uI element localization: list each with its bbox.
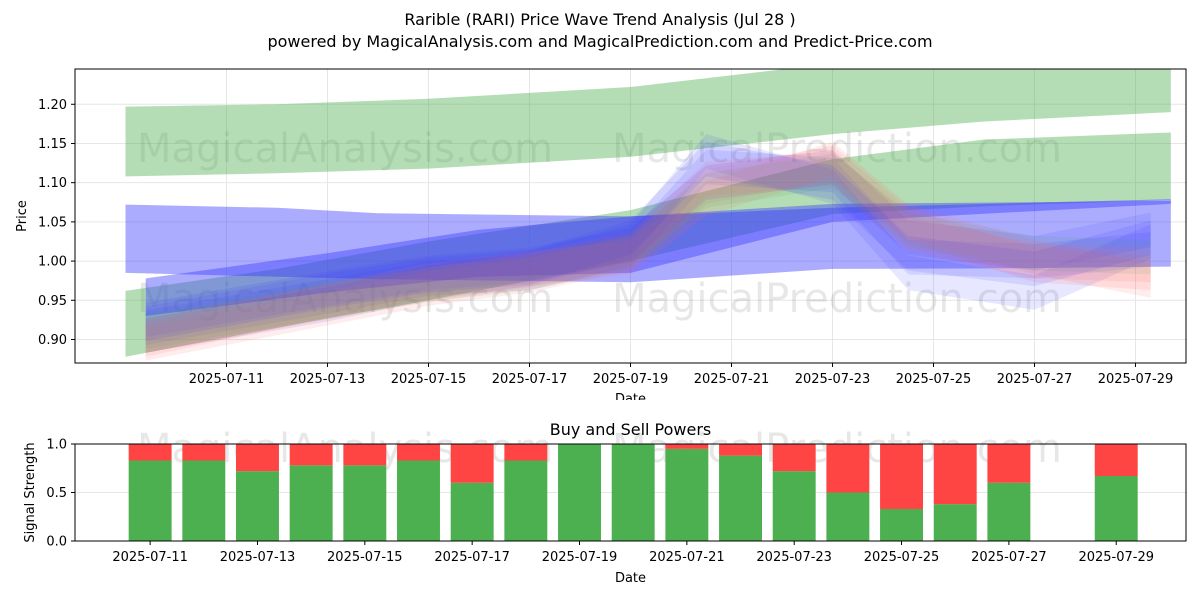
wave-path [145, 149, 1151, 345]
x-axis-label: Date [615, 571, 646, 586]
x-tick-label: 2025-07-11 [189, 372, 265, 387]
price-grid [75, 69, 1186, 363]
buy-bar [933, 504, 977, 541]
watermark-text: MagicalAnalysis.com [137, 276, 553, 322]
watermark-text: MagicalAnalysis.com [137, 426, 553, 472]
wave-path [145, 151, 1151, 353]
sell-bar [719, 444, 762, 456]
wave-path [145, 141, 1151, 357]
x-tick-label: 2025-07-19 [542, 550, 618, 565]
y-tick-label: 0.90 [38, 333, 67, 348]
buy-bar [236, 471, 279, 541]
y-axis-label: Signal Strength [23, 442, 38, 542]
x-tick-label: 2025-07-15 [391, 372, 467, 387]
y-tick-label: 0.5 [46, 486, 67, 501]
x-tick-label: 2025-07-21 [649, 550, 725, 565]
sell-bar [987, 444, 1031, 483]
power-axes-frame [74, 443, 1187, 542]
buy-bar [665, 448, 709, 541]
x-tick-label: 2025-07-13 [220, 550, 296, 565]
chart-subtitle: powered by MagicalAnalysis.com and Magic… [267, 32, 933, 51]
y-tick-label: 1.0 [46, 438, 67, 453]
sell-bar [236, 444, 279, 472]
power-chart-title: Buy and Sell Powers [550, 420, 712, 439]
power-grid [75, 443, 1186, 542]
watermark-text: MagicalAnalysis.com [137, 126, 553, 172]
price-plot-area [125, 69, 1171, 361]
buy-bar [397, 460, 440, 541]
trend-band [125, 69, 1171, 177]
sell-bar [397, 444, 440, 461]
sell-bar [182, 444, 226, 461]
x-tick-label: 2025-07-23 [756, 550, 832, 565]
y-axis-label: Price [15, 200, 30, 232]
x-tick-label: 2025-07-19 [593, 372, 669, 387]
buy-bar [450, 482, 494, 541]
x-tick-label: 2025-07-11 [112, 550, 188, 565]
x-tick-label: 2025-07-25 [896, 372, 972, 387]
buy-bar [1094, 476, 1138, 541]
price-wave-chart: MagicalAnalysis.com MagicalPrediction.com… [15, 68, 1187, 400]
y-tick-label: 1.20 [38, 98, 67, 113]
buy-bar [611, 444, 655, 541]
buy-bar [289, 465, 333, 541]
x-tick-label: 2025-07-27 [997, 372, 1073, 387]
x-tick-label: 2025-07-29 [1078, 550, 1154, 565]
sell-bar [1094, 444, 1138, 477]
x-tick-label: 2025-07-21 [694, 372, 770, 387]
buy-bar [343, 465, 387, 541]
x-tick-label: 2025-07-13 [290, 372, 366, 387]
watermark-group: MagicalAnalysis.com MagicalPrediction.com [137, 426, 1062, 472]
watermark-text: MagicalPrediction.com [612, 426, 1062, 472]
buy-bar [880, 508, 924, 541]
wave-path [145, 153, 1151, 349]
y-tick-label: 1.15 [38, 137, 67, 152]
x-axis-label: Date [615, 392, 646, 400]
watermark-text: MagicalPrediction.com [612, 126, 1062, 172]
sell-bar [826, 444, 870, 493]
y-tick-label: 0.0 [46, 535, 67, 550]
x-tick-label: 2025-07-23 [795, 372, 871, 387]
wave-path [145, 141, 1151, 342]
wave-path [145, 149, 1151, 338]
chart-title: Rarible (RARI) Price Wave Trend Analysis… [404, 10, 796, 29]
y-tick-label: 0.95 [38, 294, 67, 309]
trend-band [125, 132, 1171, 357]
wave-path [145, 134, 1151, 353]
sell-bar [933, 444, 977, 505]
watermark-text: MagicalPrediction.com [612, 276, 1062, 322]
buy-bar [558, 444, 601, 541]
x-tick-label: 2025-07-15 [327, 550, 403, 565]
trend-band [145, 199, 1171, 316]
x-tick-label: 2025-07-25 [864, 550, 940, 565]
buy-bar [182, 460, 226, 541]
y-tick-label: 1.00 [38, 255, 67, 270]
buy-bar [504, 460, 548, 541]
x-tick-label: 2025-07-17 [492, 372, 568, 387]
buy-bar [128, 460, 172, 541]
x-tick-label: 2025-07-17 [434, 550, 510, 565]
buy-bar [719, 455, 762, 541]
x-tick-label: 2025-07-27 [971, 550, 1047, 565]
wave-path [145, 145, 1151, 361]
sell-bar [343, 444, 387, 466]
trend-band [125, 200, 1171, 283]
x-tick-label: 2025-07-29 [1098, 372, 1174, 387]
sell-bar [772, 444, 816, 472]
sell-bar [880, 444, 924, 509]
sell-bar [289, 444, 333, 466]
y-tick-label: 1.10 [38, 176, 67, 191]
watermark-group: MagicalAnalysis.com MagicalPrediction.com… [137, 126, 1062, 322]
sell-bar [504, 444, 548, 461]
buy-bar [987, 482, 1031, 541]
sell-bar [450, 444, 494, 483]
sell-bar [128, 444, 172, 461]
sell-bar [665, 444, 709, 449]
buy-bar [772, 471, 816, 541]
buy-bar [826, 492, 870, 541]
y-tick-label: 1.05 [38, 215, 67, 230]
